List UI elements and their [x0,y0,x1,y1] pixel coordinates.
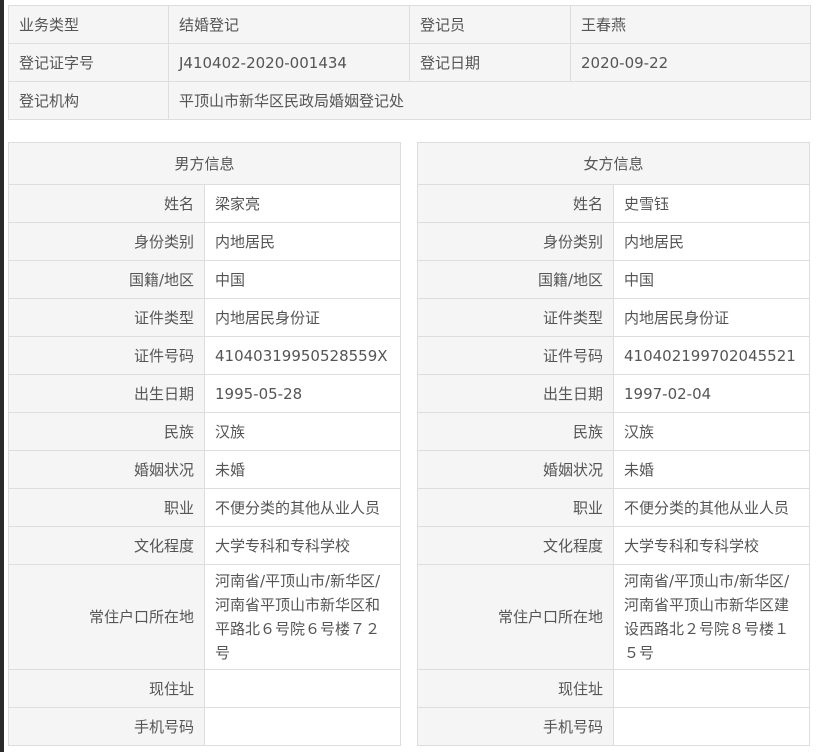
table-row: 证件类型 内地居民身份证 [8,298,401,337]
field-label: 常住户口所在地 [417,564,614,670]
field-value: 内地居民身份证 [613,298,810,337]
field-label: 身份类别 [8,222,205,261]
field-label: 证件类型 [417,298,614,337]
field-label: 国籍/地区 [8,260,205,299]
field-label: 国籍/地区 [417,260,614,299]
table-row: 婚姻状况 未婚 [8,450,401,489]
field-value: 41040319950528559X [204,336,401,375]
registrar-label: 登记员 [409,5,571,44]
field-label: 姓名 [417,184,614,223]
field-value: 河南省/平顶山市/新华区/河南省平顶山市新华区和平路北６号院６号楼７２号 [204,564,401,670]
reg-date-label: 登记日期 [409,43,571,82]
field-label: 证件号码 [8,336,205,375]
registration-summary-table: 业务类型 结婚登记 登记员 王春燕 登记证字号 J410402-2020-001… [8,5,811,120]
business-type-value: 结婚登记 [168,5,410,44]
table-row: 国籍/地区 中国 [8,260,401,299]
cert-no-value: J410402-2020-001434 [168,43,410,82]
field-value [613,707,810,746]
table-row: 手机号码 [417,707,810,746]
field-label: 文化程度 [8,526,205,565]
field-value: 内地居民身份证 [204,298,401,337]
field-label: 证件类型 [8,298,205,337]
table-row: 证件号码 410402199702045521 [417,336,810,375]
field-value: 410402199702045521 [613,336,810,375]
business-type-label: 业务类型 [8,5,169,44]
registrar-value: 王春燕 [570,5,811,44]
field-label: 现住址 [417,669,614,708]
table-row: 身份类别 内地居民 [8,222,401,261]
table-row: 出生日期 1995-05-28 [8,374,401,413]
table-row: 文化程度 大学专科和专科学校 [417,526,810,565]
field-label: 证件号码 [417,336,614,375]
table-row: 登记证字号 J410402-2020-001434 登记日期 2020-09-2… [8,43,811,82]
field-label: 民族 [8,412,205,451]
field-value: 中国 [613,260,810,299]
table-row: 出生日期 1997-02-04 [417,374,810,413]
field-value: 大学专科和专科学校 [613,526,810,565]
field-label: 职业 [8,488,205,527]
window-edge [0,0,4,752]
table-row: 身份类别 内地居民 [417,222,810,261]
field-value: 史雪钰 [613,184,810,223]
table-row: 职业 不便分类的其他从业人员 [8,488,401,527]
table-row: 手机号码 [8,707,401,746]
field-value: 大学专科和专科学校 [204,526,401,565]
table-row: 职业 不便分类的其他从业人员 [417,488,810,527]
field-value: 未婚 [613,450,810,489]
office-value: 平顶山市新华区民政局婚姻登记处 [168,81,811,120]
table-row: 姓名 梁家亮 [8,184,401,223]
table-row: 姓名 史雪钰 [417,184,810,223]
table-row: 国籍/地区 中国 [417,260,810,299]
table-row: 现住址 [417,669,810,708]
field-label: 常住户口所在地 [8,564,205,670]
table-row: 登记机构 平顶山市新华区民政局婚姻登记处 [8,81,811,120]
table-row: 女方信息 [417,142,810,185]
field-label: 身份类别 [417,222,614,261]
field-label: 姓名 [8,184,205,223]
female-info-header: 女方信息 [417,142,810,185]
field-value: 不便分类的其他从业人员 [613,488,810,527]
field-value: 中国 [204,260,401,299]
field-label: 职业 [417,488,614,527]
field-value [204,669,401,708]
table-row: 常住户口所在地 河南省/平顶山市/新华区/河南省平顶山市新华区建设西路北２号院８号… [417,564,810,670]
field-value: 河南省/平顶山市/新华区/河南省平顶山市新华区建设西路北２号院８号楼１５号 [613,564,810,670]
field-label: 现住址 [8,669,205,708]
field-label: 手机号码 [8,707,205,746]
table-row: 男方信息 [8,142,401,185]
male-info-header: 男方信息 [8,142,401,185]
field-label: 婚姻状况 [8,450,205,489]
office-label: 登记机构 [8,81,169,120]
table-row: 业务类型 结婚登记 登记员 王春燕 [8,5,811,44]
field-label: 婚姻状况 [417,450,614,489]
field-value: 汉族 [613,412,810,451]
field-label: 出生日期 [417,374,614,413]
field-label: 手机号码 [417,707,614,746]
table-row: 婚姻状况 未婚 [417,450,810,489]
table-row: 文化程度 大学专科和专科学校 [8,526,401,565]
table-row: 证件号码 41040319950528559X [8,336,401,375]
field-value: 1997-02-04 [613,374,810,413]
field-label: 民族 [417,412,614,451]
field-value: 梁家亮 [204,184,401,223]
table-row: 民族 汉族 [417,412,810,451]
field-label: 出生日期 [8,374,205,413]
reg-date-value: 2020-09-22 [570,43,811,82]
field-label: 文化程度 [417,526,614,565]
field-value [204,707,401,746]
table-row: 民族 汉族 [8,412,401,451]
cert-no-label: 登记证字号 [8,43,169,82]
field-value: 内地居民 [613,222,810,261]
field-value: 1995-05-28 [204,374,401,413]
field-value: 未婚 [204,450,401,489]
field-value: 不便分类的其他从业人员 [204,488,401,527]
field-value [613,669,810,708]
field-value: 汉族 [204,412,401,451]
field-value: 内地居民 [204,222,401,261]
table-row: 常住户口所在地 河南省/平顶山市/新华区/河南省平顶山市新华区和平路北６号院６号楼… [8,564,401,670]
female-info-table: 女方信息 姓名 史雪钰 身份类别 内地居民 国籍/地区 中国 证件类型 内地居民身份证 证件号码 4… [417,142,810,746]
table-row: 证件类型 内地居民身份证 [417,298,810,337]
male-info-table: 男方信息 姓名 梁家亮 身份类别 内地居民 国籍/地区 中国 证件类型 内地居民身份证 证件号码 4… [8,142,401,746]
table-row: 现住址 [8,669,401,708]
